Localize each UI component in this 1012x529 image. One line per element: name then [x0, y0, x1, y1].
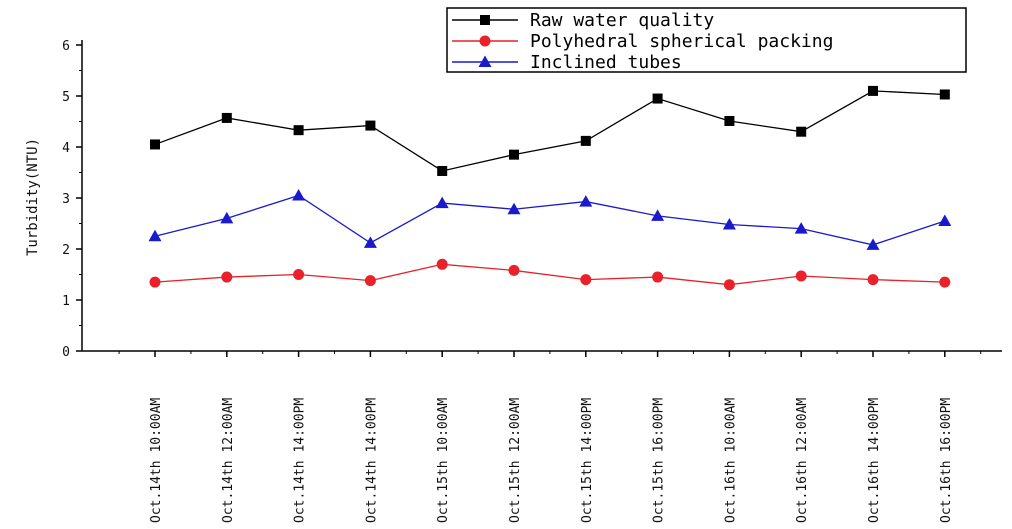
data-point-inclined-tubes: [722, 218, 736, 230]
data-point-raw-water-quality: [150, 139, 160, 150]
series-line-inclined-tubes: [154, 194, 946, 246]
x-tick-label: Oct.15th 12:00AM: [508, 398, 523, 523]
legend-marker: [479, 35, 491, 47]
data-point-polyhedral-spherical-packing: [795, 270, 807, 282]
series-polyhedral-spherical-packing: [149, 258, 951, 291]
x-tick-label: Oct.16th 10:00AM: [723, 398, 738, 523]
x-tick-label: Oct.14th 12:00AM: [221, 398, 236, 523]
x-tick-label: Oct.15th 14:00PM: [580, 398, 595, 523]
data-point-raw-water-quality: [652, 93, 663, 104]
y-tick-label: 5: [62, 90, 70, 105]
data-point-polyhedral-spherical-packing: [293, 269, 305, 280]
x-axis-ticks: Oct.14th 10:00AM Oct.14th 12:00AM Oct.14th…: [118, 351, 982, 523]
y-axis-label: Turbidity(NTU): [25, 138, 41, 256]
data-point-polyhedral-spherical-packing: [149, 276, 161, 288]
series-line-raw-water-quality: [154, 90, 945, 172]
y-tick-label: 6: [62, 39, 70, 54]
data-point-raw-water-quality: [939, 89, 950, 100]
data-point-raw-water-quality: [293, 125, 304, 136]
legend-label: Polyhedral spherical packing: [530, 31, 833, 52]
axes: [81, 40, 1002, 352]
data-point-inclined-tubes: [435, 196, 449, 209]
data-point-inclined-tubes: [148, 229, 162, 242]
x-tick-label: Oct.14th 14:00PM: [364, 398, 379, 523]
legend-label: Raw water quality: [530, 10, 714, 31]
x-tick-label: Oct.14th 14:00PM: [293, 398, 308, 523]
legend-marker: [478, 55, 492, 67]
data-point-raw-water-quality: [365, 120, 376, 131]
data-point-inclined-tubes: [866, 238, 880, 250]
data-point-inclined-tubes: [363, 236, 377, 248]
series-inclined-tubes: [148, 188, 952, 250]
data-point-inclined-tubes: [579, 195, 593, 207]
data-point-polyhedral-spherical-packing: [867, 274, 879, 286]
data-point-inclined-tubes: [794, 222, 808, 234]
x-tick-label: Oct.15th 16:00PM: [652, 398, 667, 523]
data-point-raw-water-quality: [796, 126, 807, 137]
legend-label: Inclined tubes: [530, 52, 682, 73]
data-point-inclined-tubes: [292, 188, 306, 201]
data-point-polyhedral-spherical-packing: [508, 264, 520, 276]
x-tick-label: Oct.15th 10:00AM: [436, 398, 451, 523]
data-point-raw-water-quality: [580, 135, 591, 146]
data-point-polyhedral-spherical-packing: [580, 274, 592, 286]
data-point-raw-water-quality: [868, 85, 878, 96]
y-tick-label: 0: [62, 345, 70, 360]
y-tick-label: 4: [62, 141, 70, 156]
legend-item-raw-water-quality: Raw water quality: [452, 10, 714, 31]
y-tick-label: 1: [62, 294, 70, 309]
y-tick-label: 3: [62, 192, 70, 207]
data-point-inclined-tubes: [220, 211, 234, 224]
x-tick-label: Oct.14th 10:00AM: [149, 398, 164, 523]
data-point-polyhedral-spherical-packing: [364, 275, 376, 287]
series-line-polyhedral-spherical-packing: [154, 263, 945, 286]
y-axis-ticks: 0 1 2 3 4 5 6: [62, 39, 82, 360]
data-point-raw-water-quality: [724, 115, 735, 126]
series-raw-water-quality: [150, 85, 950, 176]
x-tick-label: Oct.16th 12:00AM: [795, 398, 810, 523]
data-point-raw-water-quality: [509, 149, 519, 160]
legend-item-inclined-tubes: Inclined tubes: [452, 52, 682, 73]
data-point-polyhedral-spherical-packing: [436, 258, 448, 270]
data-point-inclined-tubes: [507, 202, 521, 215]
series-layer: [148, 85, 952, 291]
data-point-polyhedral-spherical-packing: [723, 279, 735, 291]
legend-marker: [480, 15, 490, 25]
x-tick-label: Oct.16th 16:00PM: [939, 398, 954, 523]
data-point-inclined-tubes: [651, 209, 665, 221]
data-point-polyhedral-spherical-packing: [221, 271, 233, 283]
data-point-polyhedral-spherical-packing: [939, 276, 951, 288]
data-point-raw-water-quality: [221, 112, 232, 123]
legend-item-polyhedral-spherical-packing: Polyhedral spherical packing: [452, 31, 833, 52]
data-point-raw-water-quality: [437, 165, 448, 176]
y-tick-label: 2: [62, 243, 70, 258]
data-point-polyhedral-spherical-packing: [652, 271, 664, 283]
x-tick-label: Oct.16th 14:00PM: [867, 398, 882, 523]
legend-box: [446, 7, 967, 73]
data-point-inclined-tubes: [938, 214, 952, 226]
